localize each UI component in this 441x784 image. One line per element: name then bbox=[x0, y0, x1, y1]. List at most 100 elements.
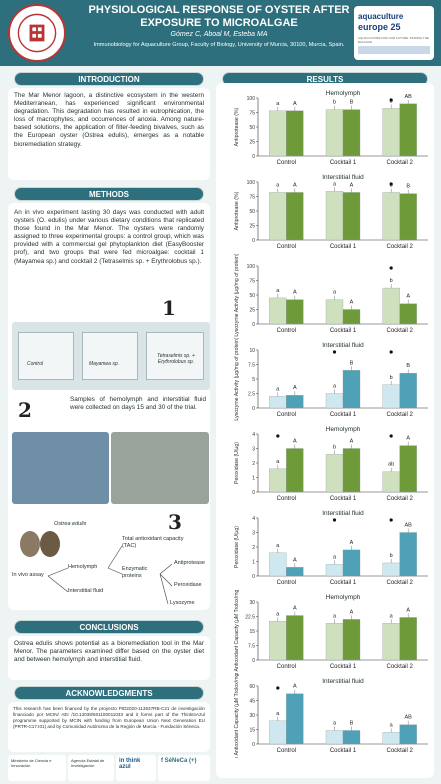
significance-letter: A bbox=[293, 385, 297, 391]
significance-letter: AB bbox=[404, 523, 412, 529]
bar bbox=[269, 621, 287, 661]
conference-logo-band bbox=[358, 46, 430, 54]
significance-letter: b bbox=[390, 278, 393, 284]
conclusions-heading: CONCLUSIONS bbox=[14, 620, 204, 634]
arrow-antiprotease bbox=[159, 563, 173, 575]
step-1-number: 1 bbox=[162, 296, 176, 320]
significance-letter: a bbox=[276, 711, 280, 717]
significance-dot bbox=[389, 518, 393, 522]
tank-cocktail2: Tetraselmis sp. + Erythrolobus sp. bbox=[146, 332, 204, 380]
significance-letter: a bbox=[276, 459, 280, 465]
bar bbox=[325, 730, 344, 745]
tank-control-label: Control bbox=[27, 361, 44, 367]
chart-svg-6: Hemolymph Relative Antioxidant Capacity (… bbox=[234, 590, 428, 674]
y-tick-label: 2.5 bbox=[248, 391, 255, 397]
oyster-shell-1 bbox=[20, 531, 40, 557]
bar bbox=[325, 454, 344, 493]
bar bbox=[325, 109, 344, 157]
x-tick-label: Control bbox=[277, 160, 296, 166]
bar bbox=[382, 562, 400, 577]
x-tick-label: Control bbox=[277, 244, 296, 250]
bar bbox=[382, 192, 400, 241]
significance-letter: B bbox=[406, 184, 410, 190]
diagram-organism: Ostrea edulis bbox=[54, 521, 87, 527]
significance-dot bbox=[389, 434, 393, 438]
y-tick-label: 50 bbox=[249, 293, 255, 299]
significance-letter: A bbox=[293, 606, 297, 612]
sponsor-aei-label: Agencia Estatal de Investigación bbox=[71, 758, 105, 768]
y-tick-label: 25 bbox=[249, 307, 255, 313]
significance-letter: ab bbox=[388, 462, 394, 468]
bar bbox=[382, 732, 400, 745]
bar bbox=[286, 192, 304, 241]
y-tick-label: 0 bbox=[252, 238, 255, 244]
bar bbox=[286, 693, 304, 745]
chart-lysozyme-hemolymph: Lysozyme Activity (µg/mg of protein) 0 25 5… bbox=[216, 254, 434, 338]
bar bbox=[286, 615, 304, 661]
significance-letter: A bbox=[350, 182, 354, 188]
y-tick-label: 75 bbox=[249, 110, 255, 116]
significance-dot bbox=[276, 686, 280, 690]
significance-dot bbox=[332, 350, 337, 354]
y-tick-label: 2 bbox=[252, 461, 255, 467]
significance-letter: A bbox=[350, 540, 354, 546]
significance-letter: A bbox=[293, 290, 297, 296]
bar bbox=[286, 567, 304, 577]
conclusions-box: Ostrea edulis shows potential as a biore… bbox=[8, 636, 210, 680]
y-axis-label: Relative Antioxidant Capacity (µM Trolox… bbox=[234, 674, 240, 758]
y-axis-label: Lysozyme Activity (µg/mg of protein) bbox=[234, 254, 240, 337]
x-tick-label: Control bbox=[277, 664, 296, 670]
y-tick-label: 7.5 bbox=[248, 643, 255, 649]
y-tick-label: 50 bbox=[249, 209, 255, 215]
acknowledgments-heading: ACKNOWLEDGMENTS bbox=[14, 686, 204, 700]
y-tick-label: 100 bbox=[247, 96, 256, 102]
bar bbox=[399, 532, 417, 577]
x-tick-label: Cocktail 2 bbox=[386, 160, 413, 166]
significance-letter: a bbox=[333, 181, 337, 187]
chart-svg-3: Interstitial fluid Lysozyme Activity (µg/… bbox=[234, 338, 428, 421]
sponsor-thinkinazul-label: in think azul bbox=[119, 758, 141, 770]
x-tick-label: Control bbox=[277, 328, 296, 334]
y-tick-label: 22.5 bbox=[245, 614, 255, 620]
significance-letter: a bbox=[276, 182, 280, 188]
y-tick-label: 15 bbox=[249, 727, 255, 733]
sampling-photo-right bbox=[111, 432, 209, 504]
bar bbox=[342, 730, 361, 745]
bar bbox=[382, 471, 400, 493]
bar bbox=[325, 393, 344, 409]
sponsor-aei: Agencia Estatal de Investigación bbox=[68, 755, 114, 781]
bar bbox=[399, 193, 417, 241]
arrow-enzymatic bbox=[107, 567, 123, 575]
header: PHYSIOLOGICAL RESPONSE OF OYSTER AFTER E… bbox=[0, 0, 441, 66]
significance-letter: A bbox=[293, 101, 297, 107]
chart-title: Interstitial fluid bbox=[322, 678, 364, 685]
bar bbox=[342, 370, 361, 409]
bar bbox=[269, 720, 287, 745]
chart-title: Hemolymph bbox=[326, 90, 361, 97]
significance-dot bbox=[389, 182, 393, 186]
y-axis-label: Lysozyme Activity (µg/mg of protein) bbox=[234, 338, 240, 421]
arrow-peroxidase bbox=[159, 573, 173, 587]
chart-title: Interstitial fluid bbox=[322, 174, 364, 181]
conference-logo-line2: europe 25 bbox=[358, 22, 401, 32]
chart-antiprotease-hemolymph: Hemolymph Antiprotease (%) 0 25 50 75 100 a A Con… bbox=[216, 86, 434, 170]
conference-logo: aquaculture europe 25 AQUACULTURE FOR OU… bbox=[354, 6, 434, 60]
x-tick-label: Control bbox=[277, 412, 296, 418]
introduction-text: The Mar Menor lagoon, a distinctive ecos… bbox=[14, 92, 204, 148]
significance-letter: A bbox=[406, 607, 410, 613]
y-tick-label: 25 bbox=[249, 223, 255, 229]
significance-dot bbox=[389, 266, 393, 270]
significance-dot bbox=[332, 518, 337, 522]
chart-svg-2: Lysozyme Activity (µg/mg of protein) 0 25 5… bbox=[234, 254, 428, 337]
x-tick-label: Cocktail 1 bbox=[330, 664, 357, 670]
y-tick-label: 0 bbox=[252, 574, 255, 580]
x-tick-label: Cocktail 1 bbox=[330, 496, 357, 502]
chart-svg-4: Hemolymph Peroxidase (U/µg) 0 1 2 3 4 a A Control… bbox=[234, 426, 428, 502]
y-axis-label: Antiprotease (%) bbox=[234, 107, 240, 146]
x-tick-label: Cocktail 2 bbox=[386, 496, 413, 502]
bar bbox=[269, 552, 287, 577]
y-tick-label: 0 bbox=[252, 154, 255, 160]
significance-dot bbox=[389, 98, 393, 102]
bar bbox=[269, 396, 287, 409]
x-tick-label: Cocktail 2 bbox=[386, 412, 413, 418]
